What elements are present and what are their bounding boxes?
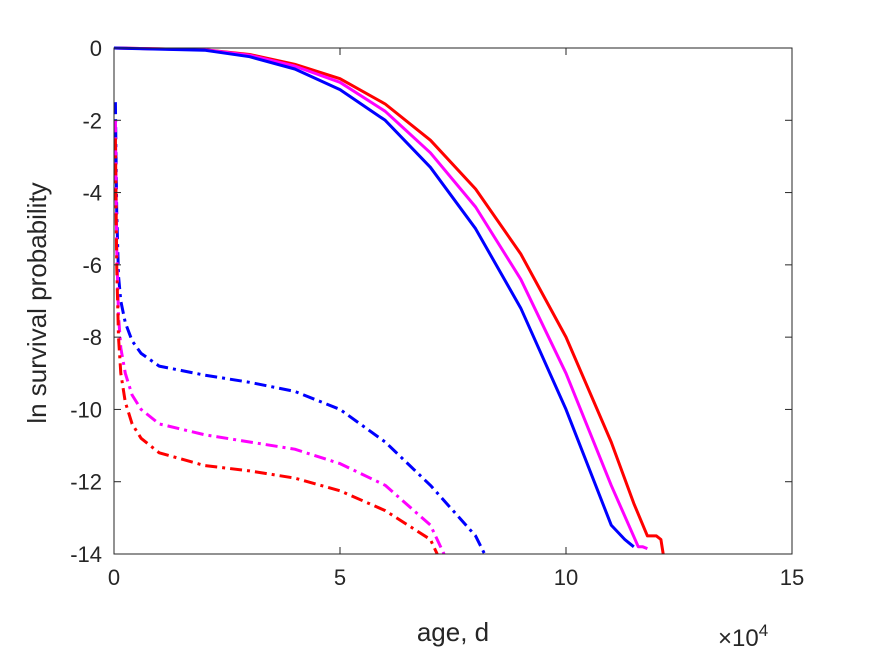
series-line-6 [113,138,439,555]
y-tick-label: -10 [70,397,102,422]
x-axis-exponent-label: ×104 [718,621,768,652]
y-tick-label: -6 [82,253,102,278]
x-axis-exponent-base: ×10 [718,625,759,652]
y-tick-label: -12 [70,470,102,495]
y-tick-label: 0 [90,36,102,61]
y-tick-label: -14 [70,542,102,567]
series-layer [113,46,665,555]
series-line-4 [113,102,486,555]
series-line-3 [113,46,635,548]
series-line-5 [113,120,446,555]
y-tick-label: -8 [82,325,102,350]
y-axis-label: ln survival probability [22,182,52,423]
x-tick-label: 0 [108,565,120,590]
plot-area-frame [113,47,793,555]
y-tick-label: -4 [82,181,102,206]
x-tick-label: 5 [334,565,346,590]
x-axis-label: age, d [417,617,489,647]
x-tick-label: 15 [780,565,804,590]
tick-layer: 0 5 10 15 0 -2 -4 -6 -8 -10 -12 -14 [70,36,804,590]
x-axis-exponent-power: 4 [759,621,768,640]
series-line-2 [113,46,648,550]
y-tick-label: -2 [82,108,102,133]
x-tick-label: 10 [554,565,578,590]
